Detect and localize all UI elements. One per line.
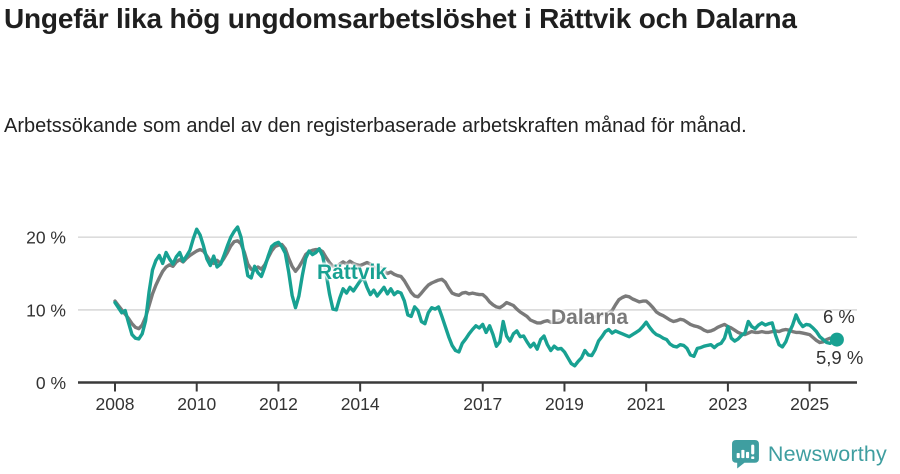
y-tick-label: 20 % (26, 228, 66, 248)
logo-bar-chart (736, 444, 755, 460)
x-tick-label: 2025 (790, 394, 829, 414)
series-end-dot-rattvik (829, 332, 844, 347)
y-tick-label: 0 % (36, 373, 66, 393)
end-value-label-dalarna: 6 % (823, 306, 855, 327)
end-value-label-rattvik: 5,9 % (816, 347, 864, 368)
newsworthy-wordmark: Newsworthy (767, 442, 887, 466)
x-tick-label: 2019 (545, 394, 584, 414)
x-tick-label: 2023 (708, 394, 747, 414)
page-title: Ungefär lika hög ungdomsarbetslöshet i R… (4, 3, 797, 34)
series-label-rattvik: Rättvik (317, 261, 388, 284)
logo-exclamation-bar (751, 444, 755, 455)
x-tick-label: 2014 (341, 394, 380, 414)
logo-exclamation-dot (751, 456, 755, 460)
chart-subtitle: Arbetssökande som andel av den registerb… (4, 115, 747, 137)
newsworthy-logo[interactable]: Newsworthy (731, 440, 887, 469)
logo-speech-bubble (731, 440, 759, 469)
series-line-dalarna (113, 239, 839, 345)
x-tick-label: 2008 (96, 394, 135, 414)
x-tick-label: 2010 (177, 394, 216, 414)
x-tick-label: 2017 (463, 394, 502, 414)
x-tick-label: 2012 (259, 394, 298, 414)
newsworthy-logo-icon (731, 440, 759, 469)
series-line-rattvik (113, 225, 839, 368)
x-tick-label: 2021 (627, 394, 666, 414)
y-tick-label: 10 % (26, 300, 66, 320)
series-label-dalarna: Dalarna (551, 306, 629, 329)
